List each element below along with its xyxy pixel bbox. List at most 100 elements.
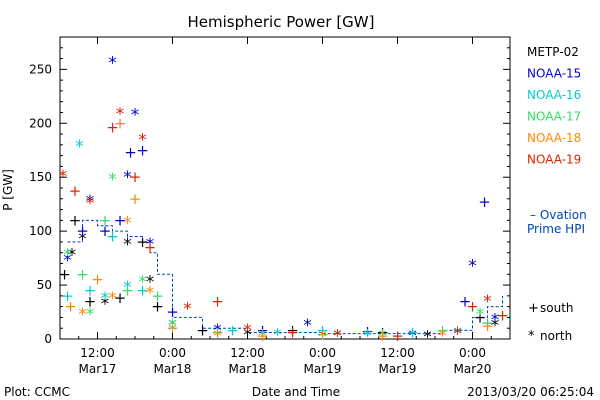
data-point: + [99,222,112,240]
ovation-step-line [67,219,503,335]
data-point: + [114,211,127,229]
data-point: + [406,324,419,342]
x-tick-date: Mar18 [229,362,267,376]
data-point: * [438,327,447,347]
data-point: * [108,54,117,74]
data-point: + [76,222,89,240]
data-point: + [196,321,209,339]
data-point: * [108,289,117,309]
data-point: + [391,327,404,345]
data-point: + [144,238,157,256]
data-point: + [478,193,491,211]
data-point: * [123,278,132,298]
ovation-hpi-series [67,219,503,335]
data-point: * [101,294,110,314]
y-tick-label: 250 [29,62,52,76]
data-point: + [114,289,127,307]
data-point: + [136,233,149,251]
data-point: * [123,235,132,255]
data-point: + [481,317,494,335]
marker-legend-label: south [540,301,574,315]
x-tick-date: Mar17 [79,362,117,376]
y-tick-label: 100 [29,224,52,238]
data-point: * [333,327,342,347]
data-point: + [256,327,269,345]
data-point: + [84,281,97,299]
x-tick-time: 12:00 [380,346,415,360]
data-point: * [86,192,95,212]
data-point: * [258,327,267,347]
plot-timestamp: 2013/03/20 06:25:04 [467,385,594,399]
data-point: + [69,211,82,229]
data-point: + [211,324,224,342]
y-tick-label: 150 [29,170,52,184]
data-point: + [61,287,74,305]
data-point: + [136,281,149,299]
x-axis-label: Date and Time [252,385,340,399]
data-point: + [64,298,77,316]
x-tick-date: Mar20 [454,362,492,376]
data-point: * [243,326,252,346]
marker-legend-symbol: + [528,301,539,316]
data-point: * [63,251,72,271]
data-point: * [491,316,500,336]
series-legend: METP-02 NOAA-15 NOAA-16 NOAA-17 NOAA-18 NOAA-… [527,45,581,167]
y-axis: 0 50 100 150 200 250 [29,47,510,346]
data-point: * [146,283,155,303]
data-point: * [303,316,312,336]
data-point: * [116,104,125,124]
data-point: + [129,168,142,186]
marker-legend-label: north [540,329,572,343]
data-point: + [166,319,179,337]
x-tick-date: Mar19 [304,362,342,376]
data-point: + [376,327,389,345]
x-tick-time: 12:00 [80,346,115,360]
data-point: * [378,327,387,347]
legend-entry: NOAA-16 [527,88,581,102]
ovation-label-1: – Ovation [530,208,587,222]
data-point: + [496,306,509,324]
data-point: * [168,321,177,341]
data-point: + [316,321,329,339]
legend-entry: NOAA-15 [527,67,581,81]
legend-entry: NOAA-17 [527,110,581,124]
data-point: * [101,289,110,309]
legend-entry: NOAA-19 [527,153,581,167]
legend-entry: NOAA-18 [527,131,581,145]
data-point: + [58,265,71,283]
x-tick-date: Mar19 [379,362,417,376]
data-point: * [453,323,462,343]
data-point: + [361,322,374,340]
data-point: + [256,321,269,339]
data-point: * [273,326,282,346]
data-point: * [468,257,477,277]
data-point: * [68,246,77,266]
data-point: * [75,137,84,157]
data-point: + [121,281,134,299]
data-point: + [474,308,487,326]
data-point: + [106,119,119,137]
data-point: + [286,324,299,342]
data-point: * [318,328,327,348]
data-point: + [376,324,389,342]
data-point: * [423,328,432,348]
data-point: * [123,168,132,188]
data-point: * [363,327,372,347]
legend-entry: METP-02 [527,45,579,59]
x-tick-time: 0:00 [309,346,336,360]
data-point: + [84,292,97,310]
data-point: + [129,190,142,208]
data-point: + [286,321,299,339]
data-point: * [63,246,72,266]
data-point: + [226,321,239,339]
marker-legend: + south * north [528,301,574,344]
data-point: + [466,298,479,316]
data-point: + [459,292,472,310]
data-point: * [243,321,252,341]
x-tick-date: Mar18 [154,362,192,376]
ovation-label-2: Prime HPI [527,222,585,236]
data-point: * [138,130,147,150]
x-tick-time: 12:00 [230,346,265,360]
data-points: +*+*+ * +* +*+* + * + * + *+ **+*+*+*+*+*+* + * + *+*+… [58,54,509,348]
y-axis-label: P [GW] [1,169,15,211]
